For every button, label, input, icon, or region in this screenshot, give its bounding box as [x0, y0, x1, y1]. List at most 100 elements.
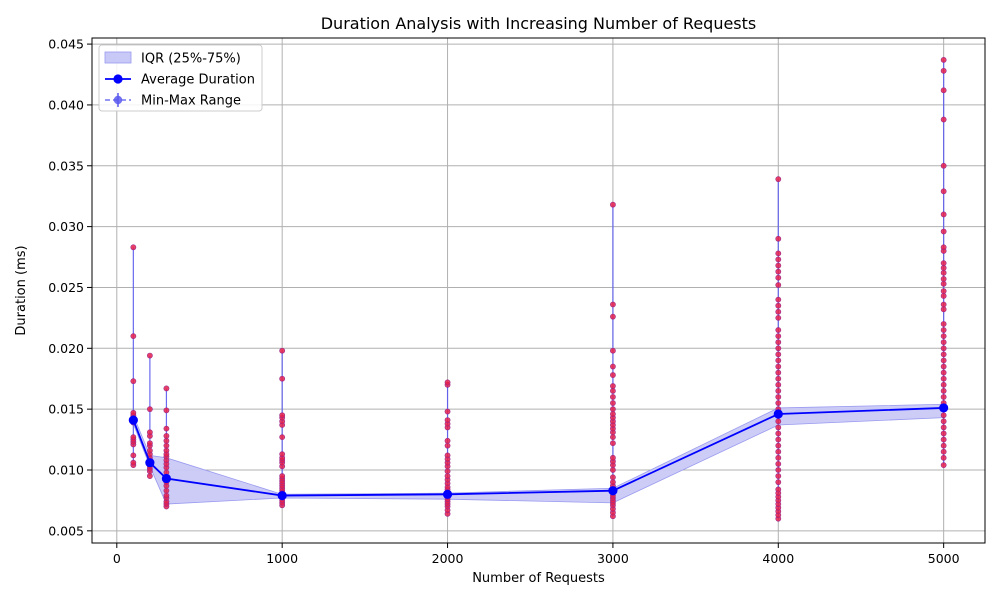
sample-point — [130, 333, 137, 340]
sample-point — [610, 372, 616, 378]
sample-point — [163, 442, 170, 449]
sample-point — [610, 406, 616, 413]
sample-point — [775, 351, 782, 358]
legend-label-min-max: Min-Max Range — [141, 94, 241, 109]
sample-point — [163, 487, 170, 494]
sample-point — [940, 116, 947, 123]
average-point — [145, 458, 155, 468]
sample-point — [775, 176, 782, 183]
sample-point — [163, 385, 170, 392]
sample-point — [940, 363, 947, 370]
sample-point — [163, 407, 170, 414]
sample-point — [940, 265, 947, 271]
sample-point — [775, 363, 782, 370]
average-point — [128, 415, 138, 425]
sample-point — [775, 448, 782, 455]
sample-point — [775, 473, 782, 479]
sample-point — [940, 430, 947, 437]
sample-point — [130, 378, 137, 385]
average-point — [277, 490, 287, 501]
average-point — [608, 486, 618, 496]
sample-point — [610, 201, 616, 208]
sample-point — [775, 250, 782, 257]
average-point — [773, 409, 783, 419]
sample-point — [610, 363, 616, 370]
sample-point — [940, 418, 947, 425]
sample-point — [775, 479, 782, 486]
sample-point — [130, 409, 137, 416]
axis-ticks: 0 1000 2000 3000 4000 5000 0.005 0.010 0.015 0.02… — [48, 37, 959, 566]
sample-point — [775, 486, 782, 493]
sample-point — [444, 452, 451, 459]
average-line-layer — [128, 403, 949, 501]
sample-point — [775, 345, 782, 352]
sample-point — [444, 437, 451, 444]
x-axis-label: Number of Requests — [472, 571, 605, 586]
sample-point — [775, 418, 782, 425]
sample-point — [775, 381, 782, 388]
x-tick-label: 1000 — [266, 551, 298, 566]
sample-point — [610, 394, 616, 400]
legend-box — [98, 44, 263, 112]
sample-point — [940, 87, 947, 94]
sample-point — [775, 387, 782, 394]
chart-title: Duration Analysis with Increasing Number… — [321, 14, 757, 33]
sample-point — [444, 417, 451, 423]
plot-frame — [91, 37, 986, 544]
sample-point — [940, 280, 947, 287]
sample-point — [610, 301, 616, 308]
sample-point — [775, 430, 782, 437]
sample-point — [146, 429, 153, 436]
sample-point — [940, 57, 947, 63]
sample-point — [279, 375, 286, 382]
sample-point — [610, 440, 616, 447]
sample-point — [130, 459, 137, 466]
sample-point — [279, 347, 286, 354]
legend-marker-min-max — [113, 95, 123, 105]
legend: IQR (25%-75%) Average Duration Min-Max R… — [98, 44, 263, 112]
sample-point — [940, 288, 947, 295]
sample-point — [775, 262, 782, 269]
x-tick-label: 5000 — [928, 551, 960, 566]
x-tick-label: 3000 — [597, 551, 629, 566]
sample-point — [610, 467, 616, 473]
x-tick-label: 4000 — [762, 551, 794, 566]
sample-point — [775, 268, 782, 275]
sample-point — [940, 369, 947, 376]
sample-point — [444, 379, 451, 386]
sample-point — [444, 408, 451, 415]
sample-point — [775, 454, 782, 461]
sample-point — [940, 276, 947, 282]
sample-point — [775, 436, 782, 443]
x-tick-label: 2000 — [432, 551, 464, 566]
sample-point — [610, 313, 616, 320]
y-tick-label: 0.030 — [48, 219, 84, 234]
legend-label-iqr: IQR (25%-75%) — [141, 52, 241, 67]
sample-point — [940, 321, 947, 327]
sample-point — [940, 351, 947, 358]
average-point — [442, 489, 453, 499]
sample-point — [610, 454, 616, 461]
legend-marker-average — [113, 74, 123, 84]
sample-point — [775, 308, 782, 315]
sample-point — [146, 352, 153, 359]
y-tick-label: 0.020 — [48, 341, 84, 356]
sample-point — [940, 357, 947, 364]
sample-point — [940, 381, 947, 388]
sample-point — [775, 302, 782, 309]
sample-point — [130, 434, 137, 441]
sample-point — [775, 357, 782, 364]
sample-point — [940, 448, 947, 455]
sample-point — [940, 339, 947, 346]
sample-point — [940, 442, 947, 449]
sample-point — [279, 434, 286, 441]
grid — [92, 38, 985, 543]
average-point — [161, 473, 172, 484]
sample-point — [775, 282, 782, 288]
sample-point — [940, 412, 947, 419]
sample-point — [775, 461, 782, 467]
sample-point — [444, 468, 451, 475]
sample-point — [775, 467, 782, 473]
sample-point — [130, 244, 137, 251]
